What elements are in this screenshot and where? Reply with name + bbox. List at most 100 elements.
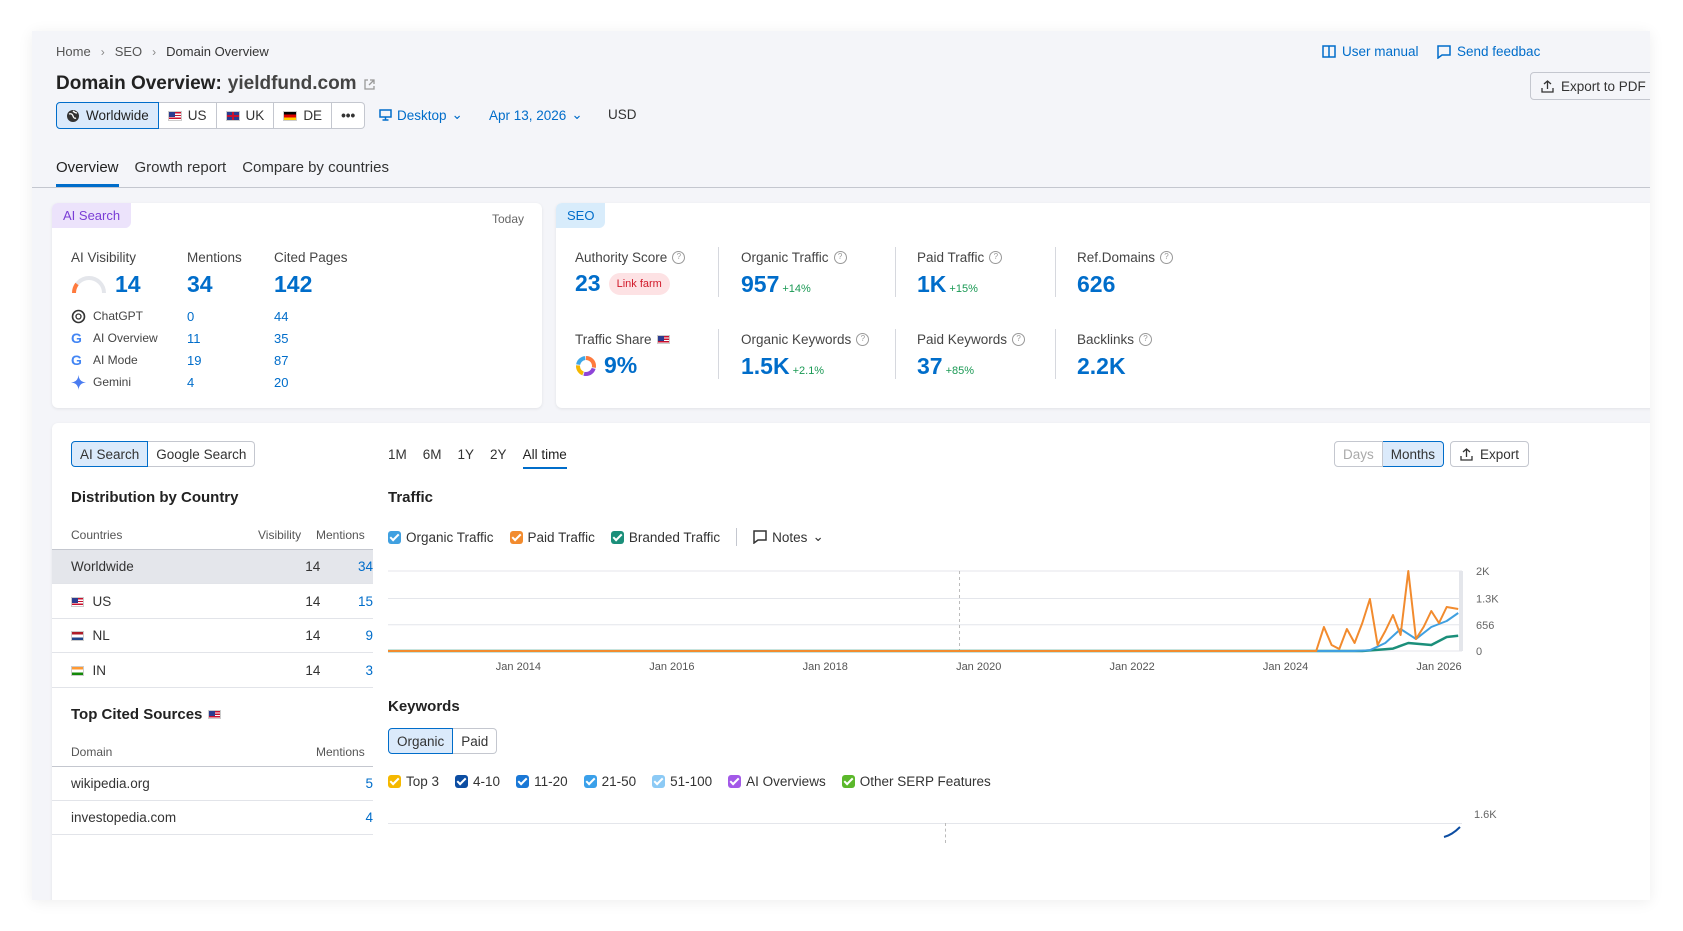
checkbox[interactable] [388,775,401,788]
traffic-share-value: 9% [575,352,637,379]
legend-21-50[interactable]: 21-50 [583,774,637,789]
checkbox[interactable] [516,775,530,788]
external-link-icon[interactable] [363,78,376,91]
authority-score-number[interactable]: 23 [575,270,601,296]
table-row[interactable]: Worldwide 14 34 [52,550,373,584]
checkbox[interactable] [841,775,855,788]
series-line-organic-traffic[interactable] [388,612,1459,652]
legend-ai-overviews[interactable]: AI Overviews [728,774,826,789]
cited-pages-value[interactable]: 142 [274,271,313,297]
months-toggle[interactable]: Months [1382,441,1445,467]
domain-name: yieldfund.com [227,73,357,94]
table-row[interactable]: wikipedia.org 5 [52,767,373,801]
db-us-button[interactable]: US [158,102,217,129]
info-icon[interactable]: ? [989,251,1003,264]
mentions-value[interactable]: 34 [187,271,213,297]
info-icon[interactable]: ? [833,251,847,264]
engine-cited[interactable]: 20 [274,374,289,390]
country-mentions[interactable]: 15 [357,594,373,609]
send-feedback-link[interactable]: Send feedbac [1437,44,1540,59]
tab-growth-report[interactable]: Growth report [134,159,227,176]
checkbox[interactable] [728,775,742,788]
legend-51-100[interactable]: 51-100 [652,774,712,789]
country-mentions[interactable]: 3 [365,663,373,678]
legend-organic-traffic[interactable]: Organic Traffic [388,530,494,545]
info-icon[interactable]: ? [856,333,870,346]
breadcrumb-seo[interactable]: SEO [114,44,143,59]
info-icon[interactable]: ? [1160,251,1174,264]
series-line-paid-traffic[interactable] [388,570,1459,652]
source-domain[interactable]: investopedia.com [71,810,177,825]
ref-domains-value[interactable]: 626 [1077,271,1116,297]
source-mentions[interactable]: 4 [365,810,373,825]
engine-row: ChatGPT 0 44 [71,305,351,327]
country-mentions[interactable]: 9 [365,628,373,643]
checkbox[interactable] [388,530,401,544]
table-header-divider [52,766,373,767]
notes-dropdown[interactable]: Notes ⌄ [753,529,824,545]
checkbox[interactable] [652,775,666,788]
info-icon[interactable]: ? [1012,333,1026,346]
source-domain[interactable]: wikipedia.org [71,776,150,791]
country-name: US [92,594,112,609]
db-uk-button[interactable]: UK [216,102,275,129]
tab-compare-by-countries[interactable]: Compare by countries [242,159,389,176]
legend-top3[interactable]: Top 3 [388,774,439,789]
link-farm-badge[interactable]: Link farm [608,272,670,295]
backlinks-value[interactable]: 2.2K [1077,353,1126,379]
engine-cited[interactable]: 35 [274,330,289,346]
engine-cited[interactable]: 87 [274,352,289,368]
series-line-branded-traffic[interactable] [388,634,1459,653]
organic-toggle[interactable]: Organic [388,728,454,754]
organic-keywords-number[interactable]: 1.5K [741,353,790,379]
export-button[interactable]: Export [1450,441,1530,467]
paid-traffic-number[interactable]: 1K [917,271,947,297]
date-select[interactable]: Apr 13, 2026 ⌄ [489,107,583,123]
traffic-chart[interactable]: 0 656 1.3K 2K Jan 2014 Jan 2016 Jan 2018 Jan 20… [382,561,1532,681]
google-search-toggle[interactable]: Google Search [148,441,256,467]
days-toggle[interactable]: Days [1334,441,1383,467]
checkbox[interactable] [509,530,523,544]
engine-mentions[interactable]: 4 [187,374,195,390]
legend-paid-traffic[interactable]: Paid Traffic [509,530,595,545]
paid-toggle[interactable]: Paid [453,728,498,754]
traffic-share-number[interactable]: 9% [604,352,638,378]
breadcrumb-home[interactable]: Home [56,44,91,59]
engine-mentions[interactable]: 11 [187,330,201,346]
more-databases-button[interactable]: ••• [332,102,366,129]
period-all-time[interactable]: All time [522,447,567,469]
user-manual-link[interactable]: User manual [1322,44,1419,59]
engine-mentions[interactable]: 19 [187,352,202,368]
db-worldwide-button[interactable]: Worldwide [56,102,159,129]
organic-traffic-number[interactable]: 957 [741,271,780,297]
info-icon[interactable]: ? [672,251,686,264]
table-row[interactable]: IN 14 3 [52,654,373,688]
checkbox[interactable] [583,775,597,788]
ai-visibility-value: 14 [71,271,141,298]
export-pdf-button[interactable]: Export to PDF [1530,72,1650,100]
period-1m[interactable]: 1M [388,447,407,462]
device-select[interactable]: Desktop ⌄ [379,107,463,123]
legend-11-20[interactable]: 11-20 [516,774,568,789]
source-mentions[interactable]: 5 [365,776,373,791]
period-6m[interactable]: 6M [422,447,442,462]
country-mentions[interactable]: 34 [357,559,374,574]
info-icon[interactable]: ? [1139,333,1153,346]
table-row[interactable]: US 14 15 [52,585,373,619]
legend-other-serp[interactable]: Other SERP Features [841,774,991,789]
tab-overview[interactable]: Overview [56,159,119,187]
ai-search-toggle[interactable]: AI Search [71,441,149,467]
table-row[interactable]: NL 14 9 [52,619,373,653]
legend-4-10[interactable]: 4-10 [455,774,500,789]
checkbox[interactable] [455,775,469,788]
legend-label: 21-50 [601,774,637,789]
period-1y[interactable]: 1Y [457,447,475,462]
engine-cited[interactable]: 44 [274,308,289,324]
engine-mentions[interactable]: 0 [187,308,195,324]
db-de-button[interactable]: DE [274,102,333,129]
table-row[interactable]: investopedia.com 4 [52,801,373,835]
period-2y[interactable]: 2Y [490,447,507,462]
legend-branded-traffic[interactable]: Branded Traffic [610,530,720,545]
checkbox[interactable] [610,530,624,544]
paid-keywords-number[interactable]: 37 [917,353,943,379]
